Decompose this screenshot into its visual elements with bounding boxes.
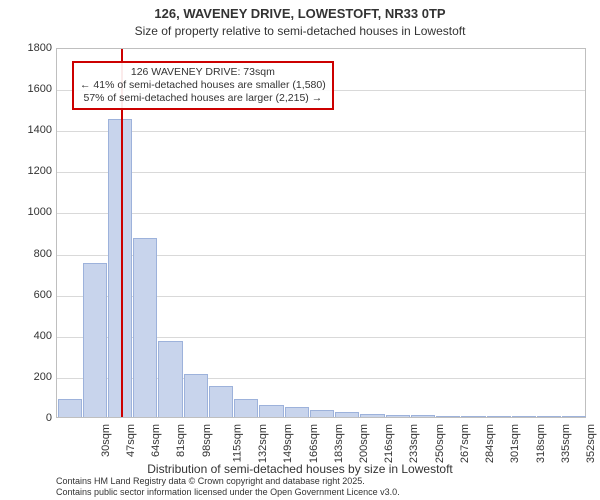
- plot-area: 126 WAVENEY DRIVE: 73sqm← 41% of semi-de…: [56, 48, 586, 418]
- y-tick-label: 400: [12, 330, 52, 342]
- histogram-bar: [360, 414, 384, 417]
- credit-text: Contains HM Land Registry data © Crown c…: [56, 476, 400, 498]
- histogram-bar: [133, 238, 157, 417]
- histogram-bar: [234, 399, 258, 418]
- annotation-box: 126 WAVENEY DRIVE: 73sqm← 41% of semi-de…: [72, 61, 334, 110]
- histogram-bar: [562, 416, 586, 417]
- x-tick-label: 250sqm: [434, 424, 446, 463]
- histogram-bar: [386, 415, 410, 417]
- x-tick-label: 183sqm: [333, 424, 345, 463]
- y-tick-label: 1000: [12, 206, 52, 218]
- histogram-bar: [209, 386, 233, 417]
- x-tick-label: 30sqm: [100, 424, 112, 457]
- annotation-line: 57% of semi-detached houses are larger (…: [80, 92, 326, 105]
- credit-line-2: Contains public sector information licen…: [56, 487, 400, 498]
- credit-line-1: Contains HM Land Registry data © Crown c…: [56, 476, 400, 487]
- x-tick-label: 352sqm: [585, 424, 597, 463]
- x-tick-label: 149sqm: [282, 424, 294, 463]
- histogram-bar: [184, 374, 208, 417]
- x-tick-label: 233sqm: [409, 424, 421, 463]
- chart-title: 126, WAVENEY DRIVE, LOWESTOFT, NR33 0TP: [0, 6, 600, 21]
- x-tick-label: 301sqm: [510, 424, 522, 463]
- x-tick-label: 318sqm: [535, 424, 547, 463]
- y-tick-label: 1400: [12, 124, 52, 136]
- y-tick-label: 0: [12, 412, 52, 424]
- histogram-bar: [411, 415, 435, 417]
- histogram-bar: [310, 410, 334, 417]
- histogram-bar: [285, 407, 309, 417]
- gridline: [57, 131, 585, 132]
- y-tick-label: 1200: [12, 165, 52, 177]
- histogram-bar: [335, 412, 359, 417]
- histogram-bar: [436, 416, 460, 417]
- x-tick-label: 216sqm: [383, 424, 395, 463]
- x-tick-label: 166sqm: [308, 424, 320, 463]
- y-tick-label: 1600: [12, 83, 52, 95]
- x-tick-label: 98sqm: [201, 424, 213, 457]
- x-tick-label: 200sqm: [358, 424, 370, 463]
- x-tick-label: 132sqm: [257, 424, 269, 463]
- gridline: [57, 172, 585, 173]
- histogram-bar: [512, 416, 536, 417]
- x-axis-label: Distribution of semi-detached houses by …: [0, 462, 600, 476]
- y-tick-label: 600: [12, 289, 52, 301]
- histogram-bar: [108, 119, 132, 417]
- y-tick-label: 800: [12, 248, 52, 260]
- x-tick-label: 81sqm: [175, 424, 187, 457]
- histogram-bar: [537, 416, 561, 417]
- x-tick-label: 64sqm: [150, 424, 162, 457]
- histogram-bar: [259, 405, 283, 417]
- chart-container: 126, WAVENEY DRIVE, LOWESTOFT, NR33 0TP …: [0, 0, 600, 500]
- histogram-bar: [461, 416, 485, 417]
- histogram-bar: [58, 399, 82, 418]
- histogram-bar: [487, 416, 511, 417]
- x-tick-label: 284sqm: [484, 424, 496, 463]
- histogram-bar: [158, 341, 182, 417]
- x-tick-label: 115sqm: [231, 424, 243, 462]
- y-tick-label: 200: [12, 371, 52, 383]
- y-tick-label: 1800: [12, 42, 52, 54]
- gridline: [57, 213, 585, 214]
- annotation-line: 126 WAVENEY DRIVE: 73sqm: [80, 66, 326, 79]
- annotation-line: ← 41% of semi-detached houses are smalle…: [80, 79, 326, 92]
- x-tick-label: 267sqm: [459, 424, 471, 463]
- x-tick-label: 335sqm: [560, 424, 572, 463]
- x-tick-label: 47sqm: [125, 424, 137, 457]
- chart-subtitle: Size of property relative to semi-detach…: [0, 24, 600, 38]
- histogram-bar: [83, 263, 107, 417]
